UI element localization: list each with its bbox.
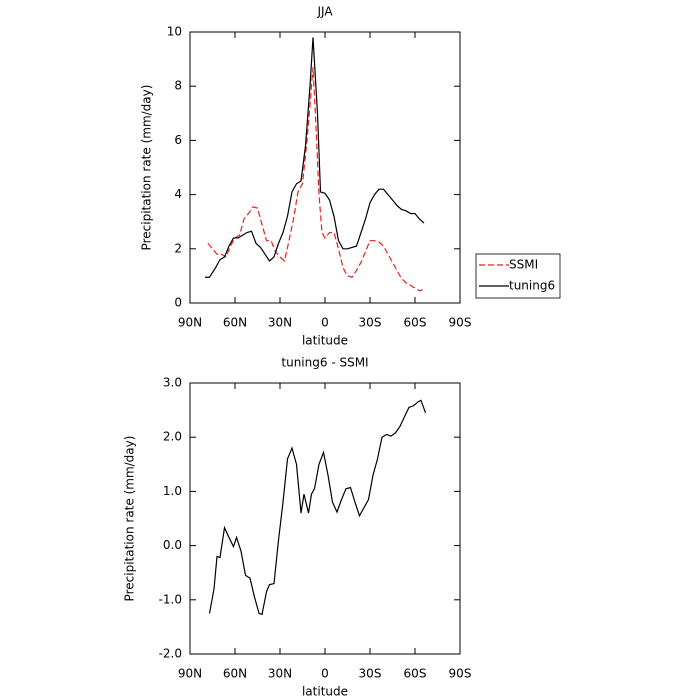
x-tick-label: 90N — [178, 667, 202, 681]
y-tick-label: -2.0 — [159, 647, 182, 661]
x-tick-label: 60N — [223, 316, 247, 330]
y-tick-label: 2 — [174, 241, 182, 255]
chart-title: tuning6 - SSMI — [281, 356, 368, 370]
x-tick-label: 90N — [178, 316, 202, 330]
plot-frame — [189, 382, 461, 655]
x-tick-label: 30S — [359, 316, 382, 330]
y-axis-label: Precipitation rate (mm/day) — [123, 436, 137, 602]
x-tick-label: 30S — [359, 667, 382, 681]
chart-title: JJA — [316, 5, 333, 19]
legend-box — [475, 253, 561, 299]
data-line — [205, 37, 425, 278]
x-tick-label: 60S — [404, 667, 427, 681]
y-tick-label: 0.0 — [163, 538, 182, 552]
x-tick-label: 60S — [404, 316, 427, 330]
y-tick-label: 8 — [174, 79, 182, 93]
y-tick-label: -1.0 — [159, 592, 182, 606]
y-tick-label: 10 — [167, 25, 182, 39]
data-line — [208, 399, 427, 616]
x-tick-label: 30N — [268, 667, 292, 681]
plot-frame — [189, 31, 461, 304]
x-tick-label: 90S — [449, 316, 472, 330]
x-tick-label: 0 — [321, 667, 329, 681]
x-tick-label: 0 — [321, 316, 329, 330]
data-line — [207, 67, 425, 292]
y-tick-label: 4 — [174, 187, 182, 201]
x-axis-label: latitude — [302, 334, 348, 348]
y-tick-label: 3.0 — [163, 376, 182, 390]
x-tick-label: 60N — [223, 667, 247, 681]
y-tick-label: 6 — [174, 133, 182, 147]
y-axis-label: Precipitation rate (mm/day) — [140, 85, 154, 251]
legend-label: tuning6 — [509, 279, 555, 293]
y-tick-label: 0 — [174, 296, 182, 310]
legend-label: SSMI — [509, 258, 538, 272]
x-tick-label: 90S — [449, 667, 472, 681]
x-tick-label: 30N — [268, 316, 292, 330]
x-axis-label: latitude — [302, 685, 348, 699]
y-tick-label: 1.0 — [163, 484, 182, 498]
y-tick-label: 2.0 — [163, 430, 182, 444]
